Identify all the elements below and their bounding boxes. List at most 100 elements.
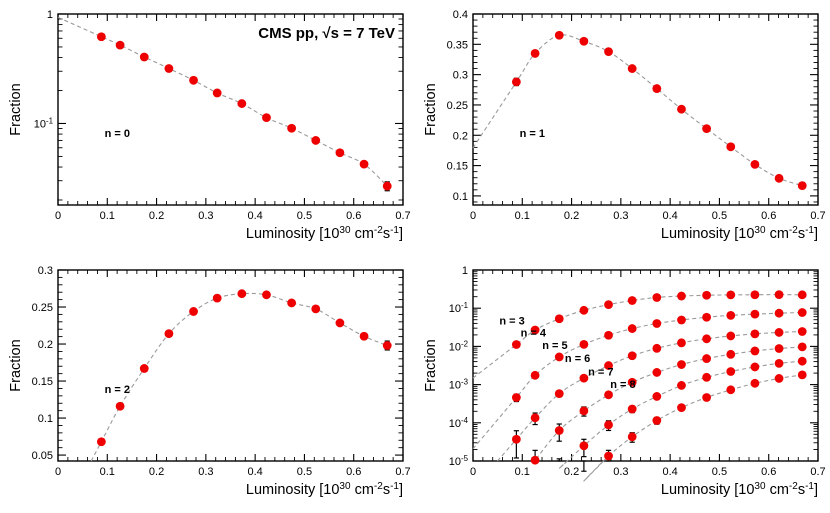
panel-n3to8-plot: 0 0.1 0.2 0.3 0.4 0.5 0.6 0.7 10-5 10-4 10-3 10-2 10… bbox=[423, 265, 826, 498]
data-point bbox=[604, 361, 613, 370]
series-annotation: n = 4 bbox=[521, 328, 547, 340]
data-point bbox=[677, 104, 686, 114]
data-point bbox=[750, 362, 760, 372]
data-point bbox=[774, 328, 784, 337]
x-tick-label: 0.3 bbox=[613, 210, 628, 222]
data-point bbox=[189, 307, 198, 316]
data-point bbox=[726, 349, 736, 359]
data-point bbox=[311, 304, 321, 314]
y-axis-title: Fraction bbox=[423, 339, 439, 391]
data-point bbox=[511, 393, 521, 402]
data-point bbox=[627, 351, 637, 361]
data-point bbox=[382, 341, 392, 350]
series-annotation: n = 5 bbox=[542, 340, 567, 352]
series-n0 bbox=[57, 16, 392, 192]
series-n6 bbox=[530, 342, 807, 465]
svg-text:10-2: 10-2 bbox=[449, 339, 468, 354]
data-point bbox=[579, 36, 589, 46]
data-point bbox=[797, 342, 807, 352]
data-point bbox=[726, 331, 736, 341]
x-axis-title: Luminosity [1030 cm-2s-1] bbox=[246, 225, 403, 243]
data-point bbox=[287, 123, 297, 133]
data-point bbox=[702, 312, 712, 322]
data-point bbox=[652, 416, 662, 425]
data-point bbox=[797, 181, 807, 190]
data-point bbox=[139, 52, 149, 62]
data-point bbox=[604, 451, 613, 461]
x-tick-label: 0.1 bbox=[100, 210, 115, 222]
data-point bbox=[115, 401, 125, 411]
x-tick-label: 0.1 bbox=[515, 466, 530, 478]
data-point bbox=[359, 331, 369, 341]
data-point bbox=[604, 420, 613, 430]
svg-text:10-4: 10-4 bbox=[449, 415, 469, 430]
data-point bbox=[797, 327, 807, 336]
series-n8 bbox=[581, 370, 807, 482]
data-point bbox=[652, 84, 662, 93]
data-point bbox=[627, 377, 637, 387]
y-tick-label: 0.15 bbox=[447, 161, 468, 173]
data-point bbox=[287, 298, 297, 308]
y-tick-label: 0.25 bbox=[447, 100, 468, 112]
series-annotation: n = 1 bbox=[520, 128, 545, 140]
y-tick-label: 0.2 bbox=[38, 339, 53, 351]
data-point bbox=[237, 289, 247, 299]
x-axis-title: Luminosity [1030 cm-2s-1] bbox=[246, 481, 403, 499]
y-tick-label: 0.3 bbox=[453, 70, 468, 82]
data-point bbox=[702, 393, 712, 402]
x-tick-label: 0.2 bbox=[149, 210, 164, 222]
x-tick-label: 0.5 bbox=[297, 210, 312, 222]
x-tick-label: 0 bbox=[470, 210, 476, 222]
data-point bbox=[750, 309, 760, 319]
data-point bbox=[115, 40, 125, 50]
data-point bbox=[677, 291, 686, 301]
data-point bbox=[359, 159, 369, 169]
data-point bbox=[96, 32, 106, 42]
x-tick-label: 0.3 bbox=[613, 466, 628, 478]
data-point bbox=[579, 406, 589, 416]
data-point bbox=[726, 385, 736, 395]
data-point bbox=[511, 434, 521, 444]
y-tick-label: 0.4 bbox=[453, 9, 468, 21]
data-point bbox=[750, 346, 760, 356]
data-point bbox=[652, 343, 662, 353]
x-tick-label: 0.1 bbox=[100, 466, 115, 478]
data-point bbox=[726, 367, 736, 376]
plot-frame bbox=[57, 13, 404, 206]
x-tick-label: 0.6 bbox=[346, 210, 361, 222]
data-point bbox=[554, 314, 564, 324]
x-tick-label: 0.7 bbox=[810, 466, 825, 478]
data-point bbox=[774, 290, 784, 299]
data-point bbox=[189, 75, 198, 85]
x-tick-label: 0.6 bbox=[761, 210, 776, 222]
data-point bbox=[262, 290, 271, 300]
data-point bbox=[530, 49, 540, 58]
data-point bbox=[96, 437, 106, 447]
data-point bbox=[652, 368, 662, 377]
series-n3 bbox=[472, 290, 807, 379]
series-annotation: n = 8 bbox=[610, 379, 635, 391]
y-tick-label: 0.2 bbox=[453, 130, 468, 142]
svg-text:10-5: 10-5 bbox=[449, 454, 469, 469]
data-point bbox=[797, 370, 807, 380]
data-point bbox=[212, 88, 222, 98]
x-tick-label: 0.7 bbox=[810, 210, 825, 222]
data-point bbox=[677, 338, 686, 348]
y-tick-label: 0.1 bbox=[38, 413, 53, 425]
data-point bbox=[797, 290, 807, 300]
fit-curve bbox=[57, 16, 388, 187]
data-point bbox=[237, 99, 247, 108]
data-point bbox=[164, 64, 174, 73]
series-annotation: n = 6 bbox=[565, 353, 590, 365]
x-axis-title: Luminosity [1030 cm-2s-1] bbox=[661, 225, 818, 243]
data-point bbox=[579, 305, 589, 315]
data-point bbox=[382, 181, 392, 191]
series-n5 bbox=[497, 327, 807, 462]
x-tick-label: 0.1 bbox=[515, 210, 530, 222]
data-point bbox=[726, 142, 736, 152]
data-point bbox=[774, 173, 784, 183]
data-point bbox=[335, 148, 345, 158]
data-point bbox=[726, 290, 736, 300]
data-point bbox=[511, 77, 521, 87]
